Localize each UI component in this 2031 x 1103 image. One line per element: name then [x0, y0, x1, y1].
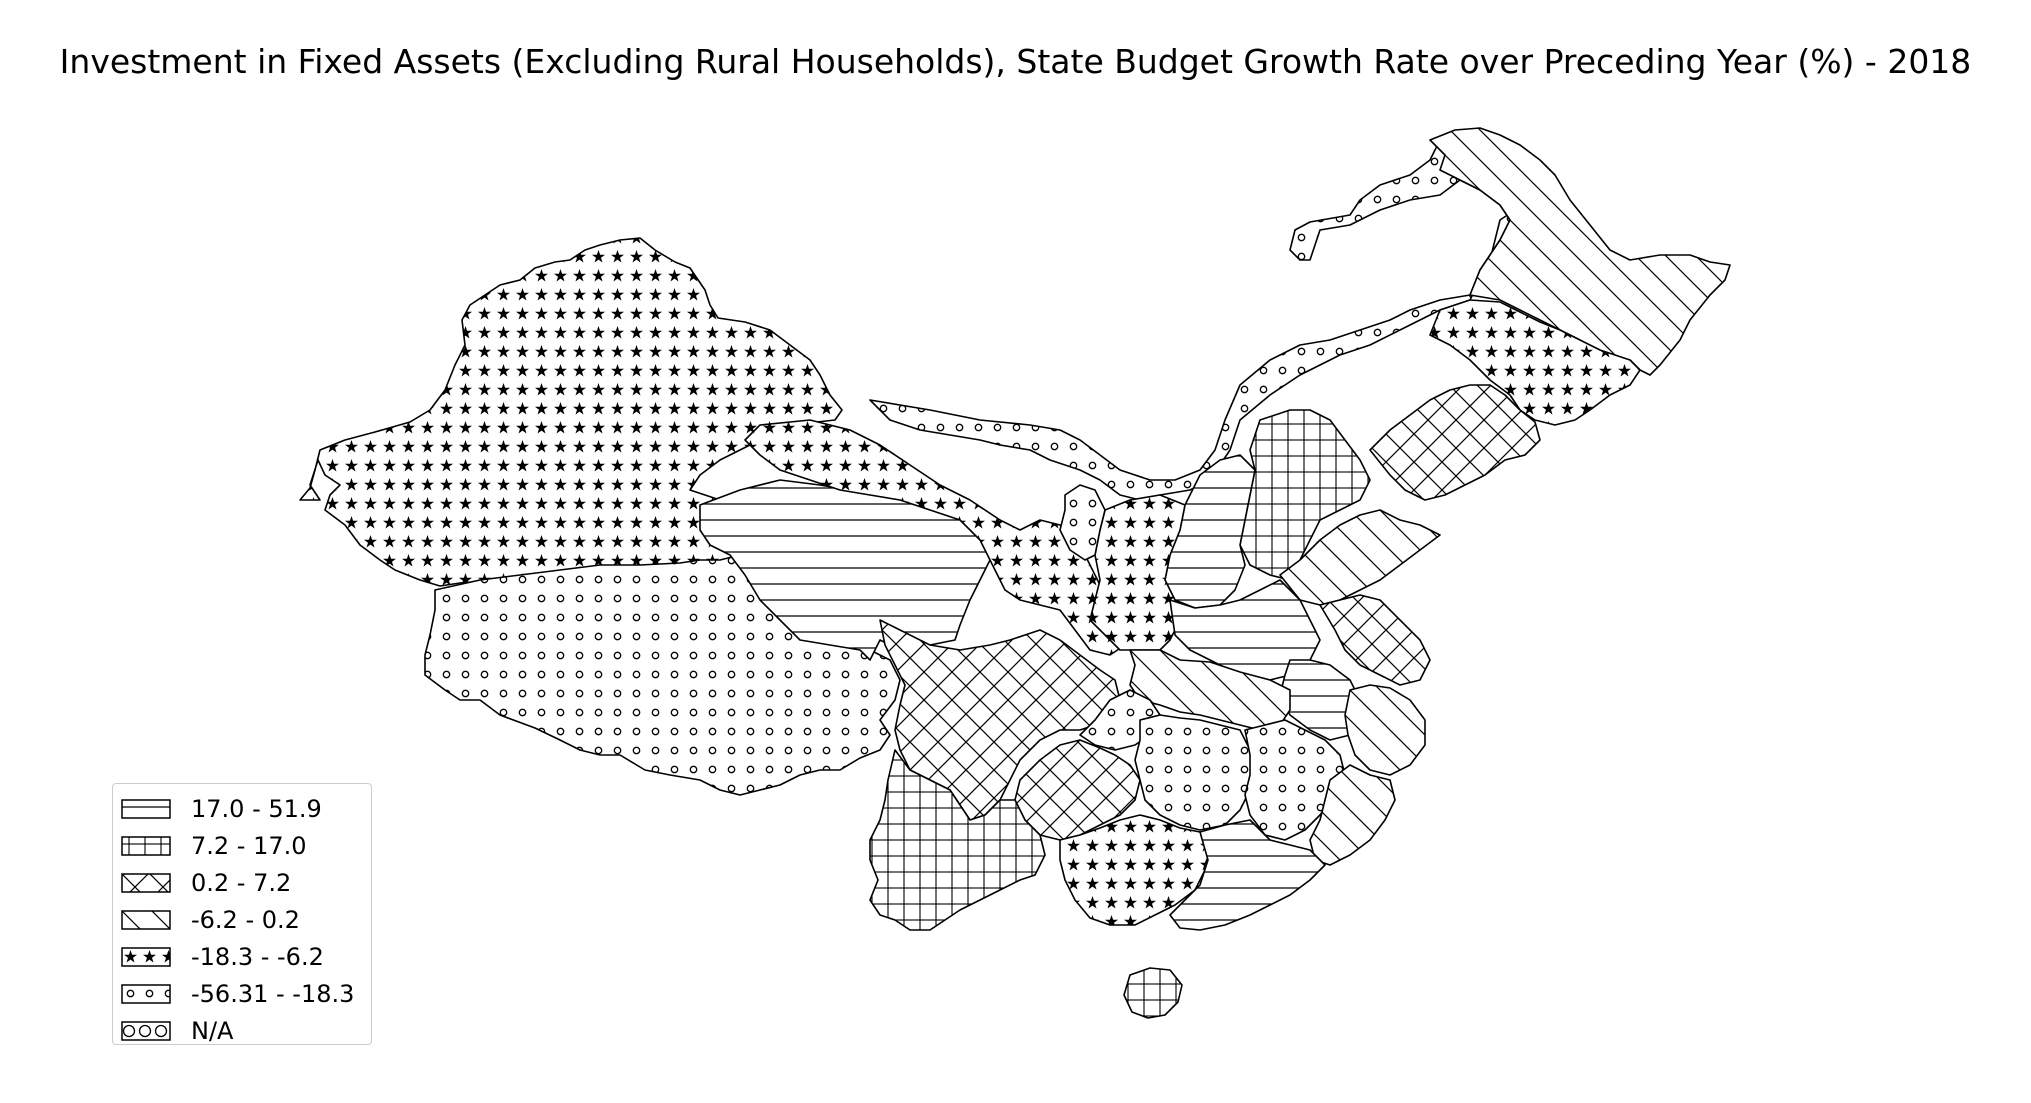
legend-label: N/A: [191, 1017, 234, 1045]
region-hainan: [1123, 967, 1183, 1019]
region-guangdong: [1169, 819, 1326, 931]
legend-item: -18.3 - -6.2: [121, 942, 324, 972]
legend-label: -6.2 - 0.2: [191, 906, 300, 934]
region-sichuan: [879, 619, 1121, 821]
legend-label: 7.2 - 17.0: [191, 832, 307, 860]
legend-item: 7.2 - 17.0: [121, 831, 307, 861]
region-jiangsu: [1319, 594, 1431, 686]
region-zhejiang: [1344, 684, 1426, 776]
legend-item: -56.31 - -18.3: [121, 979, 354, 1009]
region-jilin: [1429, 299, 1641, 426]
legend-swatch-grid: [121, 836, 171, 856]
region-henan: [1169, 579, 1321, 681]
map-legend: 17.0 - 51.9 7.2 - 17.0 0.2 - 7.2 -6.2 - …: [112, 783, 372, 1045]
legend-swatch-crosshatch: [121, 873, 171, 893]
legend-swatch-diag: [121, 910, 171, 930]
region-shaanxi: [1089, 494, 1186, 651]
legend-item: 0.2 - 7.2: [121, 868, 291, 898]
region-xinjiang: [299, 237, 843, 587]
region-ningxia: [1059, 484, 1106, 561]
map-title: Investment in Fixed Assets (Excluding Ru…: [59, 42, 1972, 81]
legend-item: -6.2 - 0.2: [121, 905, 300, 935]
region-fujian: [1309, 764, 1396, 866]
legend-swatch-bigcircles: [121, 1021, 171, 1041]
region-hunan: [1134, 714, 1256, 831]
region-guangxi: [1059, 814, 1211, 926]
region-jiangxi: [1244, 719, 1346, 841]
region-heilongjiang: [1429, 127, 1731, 376]
legend-label: -56.31 - -18.3: [191, 980, 355, 1008]
legend-swatch-circles: [121, 984, 171, 1004]
legend-item: 17.0 - 51.9: [121, 794, 322, 824]
legend-item: N/A: [121, 1016, 233, 1046]
region-gansu: [744, 419, 1126, 656]
legend-swatch-stars: [121, 947, 171, 967]
legend-label: -18.3 - -6.2: [191, 943, 324, 971]
region-yunnan: [869, 749, 1046, 931]
legend-swatch-hlines: [121, 799, 171, 819]
legend-label: 0.2 - 7.2: [191, 869, 292, 897]
legend-label: 17.0 - 51.9: [191, 795, 322, 823]
region-liaoning: [1369, 384, 1541, 501]
